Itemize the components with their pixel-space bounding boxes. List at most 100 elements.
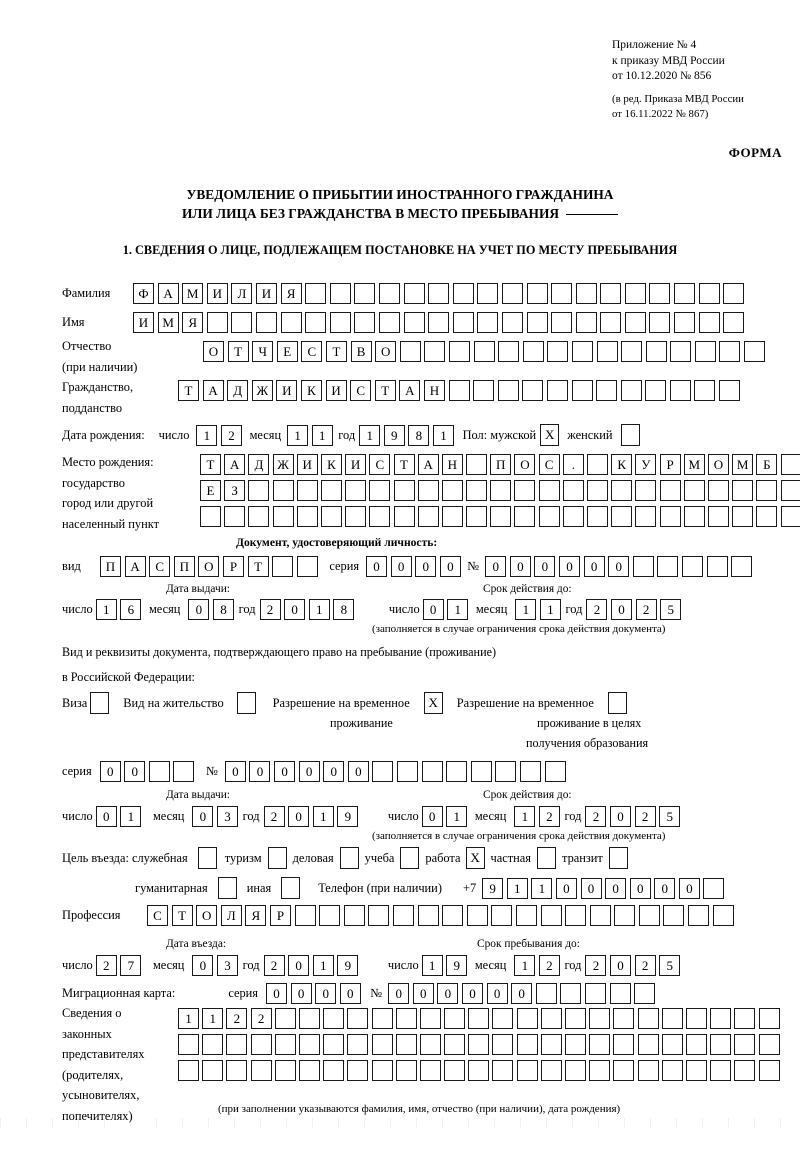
char-cell[interactable]	[323, 1034, 345, 1055]
char-cell[interactable]	[703, 877, 725, 899]
char-cell[interactable]	[428, 312, 450, 333]
char-cell[interactable]: 1	[120, 806, 142, 827]
char-cell[interactable]: 0	[124, 761, 146, 782]
char-cell[interactable]: 0	[95, 806, 117, 827]
char-cell[interactable]: О	[203, 341, 224, 362]
char-cell[interactable]: 1	[312, 955, 334, 976]
char-cell[interactable]: Ж	[272, 454, 294, 475]
char-cell[interactable]: С	[149, 556, 171, 577]
char-cell[interactable]	[645, 341, 667, 362]
char-cell[interactable]	[565, 1034, 586, 1055]
char-cell[interactable]	[571, 341, 593, 362]
char-cell[interactable]	[345, 480, 367, 501]
char-cell[interactable]	[298, 1060, 320, 1081]
char-cell[interactable]	[710, 1008, 732, 1029]
char-cell[interactable]	[688, 905, 710, 926]
char-cell[interactable]: 1	[308, 599, 330, 620]
char-cell[interactable]	[329, 283, 351, 304]
char-cell[interactable]	[661, 1034, 683, 1055]
char-cell[interactable]: Т	[393, 454, 415, 475]
char-cell[interactable]	[514, 506, 536, 527]
char-cell[interactable]	[148, 761, 170, 782]
char-cell[interactable]	[596, 341, 618, 362]
char-cell[interactable]: 0	[534, 556, 556, 577]
char-cell[interactable]	[417, 506, 439, 527]
char-cell[interactable]	[562, 506, 584, 527]
char-cell[interactable]	[298, 1008, 320, 1029]
char-cell[interactable]	[477, 283, 499, 304]
char-cell[interactable]: 1	[95, 599, 117, 620]
char-cell[interactable]	[419, 1008, 441, 1029]
char-cell[interactable]: М	[683, 454, 705, 475]
char-cell[interactable]	[614, 905, 636, 926]
char-cell[interactable]: 0	[315, 983, 337, 1004]
char-cell[interactable]	[732, 480, 754, 501]
char-cell[interactable]	[758, 1008, 780, 1029]
char-cell[interactable]	[424, 341, 446, 362]
char-cell[interactable]: 1	[447, 599, 469, 620]
char-cell[interactable]	[392, 905, 414, 926]
char-cell[interactable]: У	[635, 454, 657, 475]
char-cell[interactable]: Я	[280, 283, 302, 304]
char-cell[interactable]: 1	[178, 1008, 199, 1029]
char-cell[interactable]	[535, 983, 557, 1004]
char-cell[interactable]: 1	[514, 806, 536, 827]
char-cell[interactable]	[587, 480, 608, 501]
residence-permit-checkbox[interactable]	[236, 692, 256, 714]
char-cell[interactable]	[635, 480, 657, 501]
char-cell[interactable]	[780, 454, 800, 475]
char-cell[interactable]: 0	[284, 599, 306, 620]
char-cell[interactable]: 0	[439, 556, 461, 577]
char-cell[interactable]: 0	[422, 599, 444, 620]
char-cell[interactable]: Ж	[251, 380, 273, 401]
char-cell[interactable]	[395, 1060, 417, 1081]
char-cell[interactable]: А	[399, 380, 421, 401]
char-cell[interactable]	[540, 1034, 562, 1055]
char-cell[interactable]: 0	[678, 877, 700, 899]
char-cell[interactable]: 2	[635, 599, 657, 620]
char-cell[interactable]	[468, 1008, 490, 1029]
char-cell[interactable]	[649, 312, 671, 333]
char-cell[interactable]	[395, 1034, 417, 1055]
char-cell[interactable]	[320, 480, 342, 501]
char-cell[interactable]: 6	[120, 599, 142, 620]
char-cell[interactable]	[272, 480, 294, 501]
char-cell[interactable]	[613, 1060, 635, 1081]
char-cell[interactable]	[403, 283, 425, 304]
char-cell[interactable]: 0	[610, 955, 632, 976]
char-cell[interactable]	[397, 761, 419, 782]
char-cell[interactable]	[345, 506, 367, 527]
char-cell[interactable]	[694, 380, 716, 401]
char-cell[interactable]	[296, 556, 318, 577]
char-cell[interactable]: Т	[171, 905, 193, 926]
char-cell[interactable]: 0	[421, 806, 443, 827]
char-cell[interactable]: 9	[337, 955, 359, 976]
char-cell[interactable]	[272, 506, 294, 527]
char-cell[interactable]	[565, 905, 587, 926]
char-cell[interactable]: Я	[182, 312, 204, 333]
char-cell[interactable]	[226, 1060, 248, 1081]
char-cell[interactable]: М	[157, 312, 179, 333]
char-cell[interactable]: 2	[585, 955, 607, 976]
char-cell[interactable]	[589, 1008, 611, 1029]
char-cell[interactable]	[540, 905, 562, 926]
char-cell[interactable]	[635, 506, 657, 527]
char-cell[interactable]	[419, 1034, 441, 1055]
char-cell[interactable]	[368, 905, 390, 926]
char-cell[interactable]	[710, 1060, 732, 1081]
char-cell[interactable]: 0	[99, 761, 121, 782]
char-cell[interactable]	[587, 506, 608, 527]
char-cell[interactable]: П	[100, 556, 121, 577]
char-cell[interactable]: 1	[196, 424, 218, 446]
char-cell[interactable]	[546, 380, 568, 401]
char-cell[interactable]: К	[320, 454, 342, 475]
char-cell[interactable]: И	[325, 380, 347, 401]
char-cell[interactable]	[393, 480, 415, 501]
char-cell[interactable]: О	[198, 556, 220, 577]
char-cell[interactable]: 0	[323, 761, 345, 782]
char-cell[interactable]	[442, 905, 464, 926]
